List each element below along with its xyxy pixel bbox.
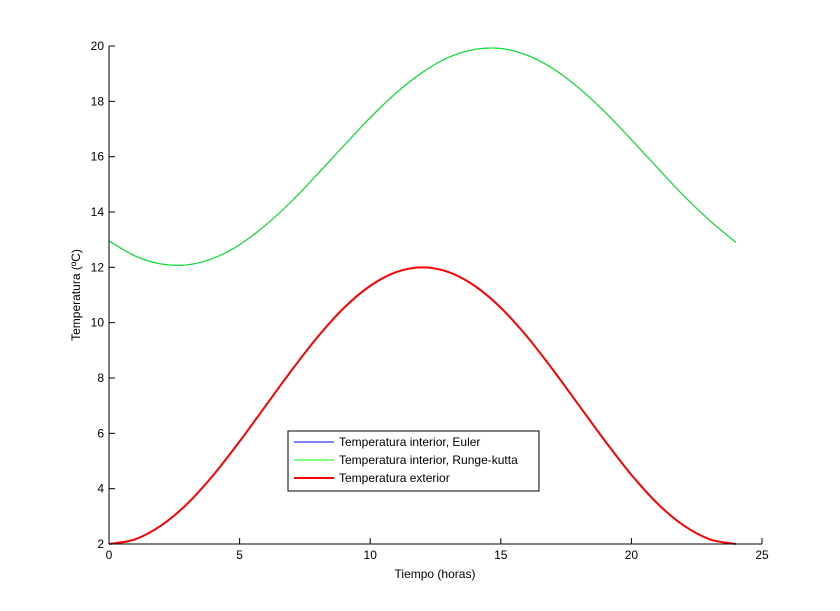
y-tick-label: 2 (97, 537, 104, 551)
y-tick-label: 18 (91, 94, 105, 108)
legend: Temperatura interior, Euler Temperatura i… (287, 430, 540, 492)
y-tick-label: 6 (97, 426, 104, 440)
legend-label-2: Temperatura exterior (339, 471, 450, 485)
y-tick-label: 10 (91, 316, 105, 330)
series-line-0 (108, 47, 737, 266)
x-tick-label: 0 (106, 548, 113, 562)
y-tick-label: 14 (91, 205, 105, 219)
y-axis-label: Temperatura (ºC) (69, 249, 83, 341)
legend-box (287, 430, 540, 492)
x-tick-label: 25 (755, 548, 769, 562)
ticks: 0 5 10 15 20 25 2 4 6 8 10 12 14 16 18 20 (91, 39, 769, 562)
x-tick-label: 5 (236, 548, 243, 562)
x-tick-label: 15 (494, 548, 508, 562)
y-tick-label: 16 (91, 150, 105, 164)
legend-label-0: Temperatura interior, Euler (339, 435, 480, 449)
series-line-1 (108, 47, 737, 266)
y-tick-label: 20 (91, 39, 105, 53)
y-tick-label: 12 (91, 260, 105, 274)
x-axis-label: Tiempo (horas) (395, 567, 476, 581)
x-tick-label: 20 (625, 548, 639, 562)
x-tick-label: 10 (364, 548, 378, 562)
series-layer (108, 47, 737, 545)
series-line-2 (108, 266, 737, 545)
y-tick-label: 8 (97, 371, 104, 385)
legend-label-1: Temperatura interior, Runge-kutta (339, 453, 518, 467)
y-tick-label: 4 (97, 482, 104, 496)
